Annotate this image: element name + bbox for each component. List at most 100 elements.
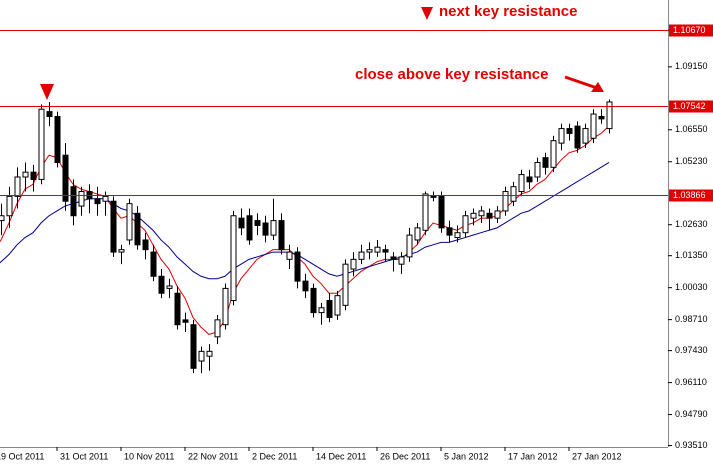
candle-body [606,101,613,130]
level-label: 1.03866 [673,190,706,200]
y-tick-label: 0.98710 [675,314,708,324]
candle-body [478,210,485,217]
candle-body [158,275,165,294]
candle-body [78,191,85,207]
annotation-arrow [40,84,54,100]
candle-body [486,212,493,219]
x-tick-label: 5 Jan 2012 [444,451,489,461]
candle-body [190,324,197,369]
candle-body [110,200,117,253]
candle-body [142,239,149,251]
candle-body [342,263,349,306]
candle-body [422,193,429,231]
candle-body [590,113,597,139]
candle-body [502,191,509,212]
x-tick-label: 14 Dec 2011 [316,451,366,461]
candle-body [270,220,277,236]
y-tick-label: 0.93510 [675,440,708,450]
candle-body [558,128,565,144]
candle-body [374,246,381,253]
candle-body [134,212,141,246]
candle-body [310,287,317,314]
level-label-box [669,24,713,37]
candle-body [574,125,581,149]
x-tick-label: 27 Jan 2012 [572,451,622,461]
y-tick-label: 1.02630 [675,219,708,229]
candle-body [206,350,213,357]
candle-body [0,215,5,222]
candle-body [390,256,397,260]
candle-body [510,186,517,202]
candle-body [230,215,237,302]
axes: 1.10670 1.09150 1.06550 1.05230 1.02630 1.013… [0,24,713,461]
candle-body [62,154,69,202]
candle-body [566,128,573,134]
candle-body [150,251,157,277]
candle-body [262,222,269,236]
level-label: 1.10670 [673,25,706,35]
candle-body [246,215,253,241]
candle-body [238,217,245,229]
candle-body [278,220,285,251]
candle-body [30,171,37,180]
y-tick-label: 0.94790 [675,409,708,419]
y-tick-label: 0.96110 [675,377,707,387]
candle-body [406,234,413,258]
candle-body [326,300,333,318]
candle-body [174,292,181,326]
annotation-arrow [591,82,604,92]
x-tick-label: 2 Dec 2011 [252,451,297,461]
candle-body [182,319,189,323]
y-tick-label: 1.00030 [675,282,708,292]
x-tick-label: 10 Nov 2011 [124,451,174,461]
candle-body [102,195,109,202]
candle-body [438,195,445,229]
annotation-arrow [564,75,598,90]
candle-body [166,285,173,289]
candle-body [366,249,373,253]
candle-body [542,157,549,168]
x-tick-label: 19 Oct 2011 [0,451,44,461]
candle-body [14,176,21,197]
candle-body [462,215,469,234]
candle-body [198,350,205,362]
candle-body [302,280,309,292]
candle-body [70,186,77,217]
candle-body [334,295,341,316]
plot-area [0,30,668,374]
candle-body [22,171,29,178]
x-tick-label: 22 Nov 2011 [188,451,238,461]
candle-body [398,256,405,265]
x-tick-label: 31 Oct 2011 [60,451,108,461]
candle-body [126,203,133,241]
candle-body [494,210,501,219]
candle-body [550,140,557,168]
candle-body [430,195,437,198]
candle-body [38,108,45,180]
y-tick-label: 1.06550 [675,124,708,134]
y-tick-label: 1.05230 [675,156,708,166]
candle-body [294,251,301,282]
level-label-box [669,100,713,113]
y-tick-label: 0.97430 [675,345,708,355]
candle-body [598,115,605,120]
y-tick-label: 1.01350 [675,250,708,260]
x-tick-label: 26 Dec 2011 [380,451,430,461]
x-tick-label: 17 Jan 2012 [508,451,558,461]
candle-body [46,111,53,117]
level-label-box [669,189,713,202]
candle-body [222,287,229,326]
candle-body [350,258,357,270]
candle-body [518,174,525,193]
candle-body [414,227,421,241]
candle-body [94,198,101,205]
candle-body [318,307,325,314]
candle-body [254,220,261,226]
candle-body [286,251,293,260]
candle-body [470,212,477,219]
candle-body [358,251,365,260]
candle-body [534,161,541,178]
annotation: next key resistance [439,3,577,20]
